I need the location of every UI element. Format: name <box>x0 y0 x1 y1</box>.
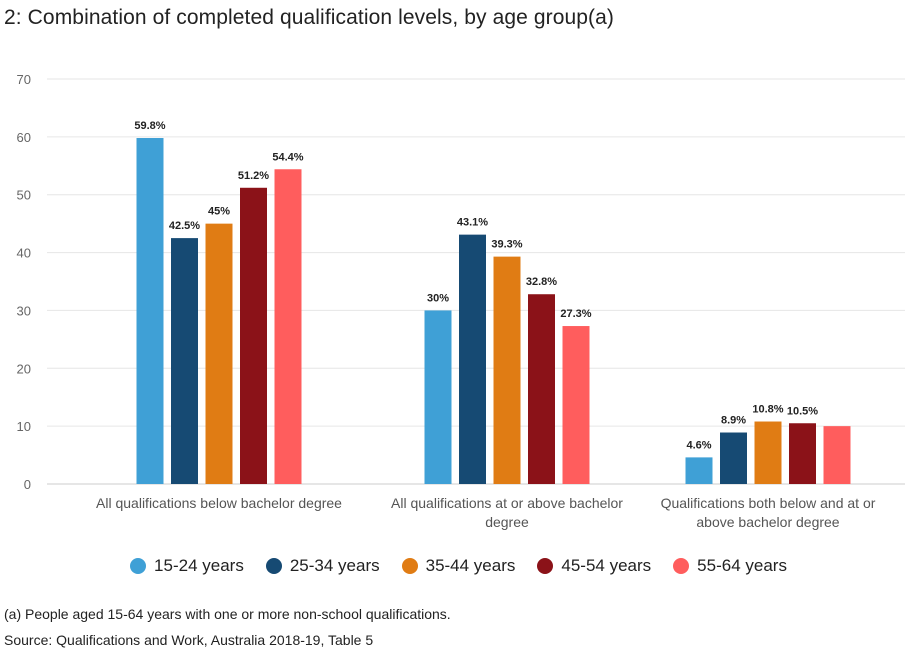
legend-swatch <box>130 558 147 574</box>
bar-15-24-years-0 <box>136 138 164 484</box>
bar-55-64-years-0 <box>274 169 302 484</box>
legend-label: 35-44 years <box>425 556 516 575</box>
data-label: 45% <box>208 206 230 218</box>
data-label: 27.3% <box>560 308 591 320</box>
x-category-label: degree <box>485 514 529 530</box>
x-category-label: All qualifications below bachelor degree <box>96 495 342 511</box>
legend-item[interactable]: 35-44 years <box>401 556 516 576</box>
bar-25-34-years-2 <box>720 432 747 484</box>
data-label: 32.8% <box>526 276 557 288</box>
y-tick-label: 30 <box>17 303 31 318</box>
chart-legend: 15-24 years 25-34 years 35-44 years 45-54 y… <box>0 556 917 576</box>
data-label: 59.8% <box>134 120 165 132</box>
bar-45-54-years-1 <box>528 294 555 484</box>
y-tick-label: 70 <box>17 72 31 87</box>
legend-item[interactable]: 45-54 years <box>537 556 651 576</box>
legend-label: 25-34 years <box>289 556 380 575</box>
bar-chart: 0 10 20 30 40 50 60 70 59.8% 30% 4.6% 42.5% 43.1% 8.9… <box>17 72 905 530</box>
data-label: 39.3% <box>491 239 522 251</box>
data-label: 43.1% <box>457 217 488 229</box>
legend-swatch <box>401 558 418 574</box>
legend-item[interactable]: 55-64 years <box>673 556 787 576</box>
source-note: Source: Qualifications and Work, Austral… <box>4 632 374 648</box>
bar-25-34-years-0 <box>171 238 198 484</box>
bar-15-24-years-1 <box>424 310 452 484</box>
legend-label: 15-24 years <box>154 556 244 575</box>
data-label: 42.5% <box>169 220 200 232</box>
x-category-label: All qualifications at or above bachelor <box>391 495 623 511</box>
data-label: 51.2% <box>238 170 269 182</box>
bar-35-44-years-0 <box>205 223 233 484</box>
bar-55-64-years-1 <box>562 326 590 484</box>
bar-55-64-years-2 <box>823 426 851 484</box>
data-label: 4.6% <box>686 439 711 451</box>
y-tick-label: 10 <box>17 419 31 434</box>
bar-45-54-years-2 <box>789 423 816 484</box>
x-category-label: above bachelor degree <box>696 514 839 530</box>
y-tick-label: 60 <box>17 130 31 145</box>
legend-swatch <box>537 558 554 574</box>
legend-item[interactable]: 15-24 years <box>130 556 244 576</box>
y-tick-label: 50 <box>17 188 31 203</box>
bar-35-44-years-1 <box>493 256 521 484</box>
x-category-label: Qualifications both below and at or <box>661 495 876 511</box>
legend-swatch <box>265 558 282 574</box>
data-label: 30% <box>427 292 449 304</box>
y-tick-label: 0 <box>24 477 31 492</box>
y-tick-label: 40 <box>17 246 31 261</box>
bar-15-24-years-2 <box>685 457 713 484</box>
data-label: 10.8% <box>752 404 783 416</box>
bar-35-44-years-2 <box>754 421 782 484</box>
y-tick-label: 20 <box>17 361 31 376</box>
legend-label: 55-64 years <box>697 556 787 575</box>
data-label: 54.4% <box>272 151 303 163</box>
bar-45-54-years-0 <box>240 187 267 484</box>
data-label: 10.5% <box>787 405 818 417</box>
legend-label: 45-54 years <box>561 556 652 575</box>
footnote: (a) People aged 15-64 years with one or … <box>4 606 451 622</box>
data-label: 8.9% <box>721 415 746 427</box>
chart-title: 2: Combination of completed qualificatio… <box>4 6 615 29</box>
legend-swatch <box>673 558 690 574</box>
bar-25-34-years-1 <box>459 234 486 484</box>
legend-item[interactable]: 25-34 years <box>265 556 380 576</box>
